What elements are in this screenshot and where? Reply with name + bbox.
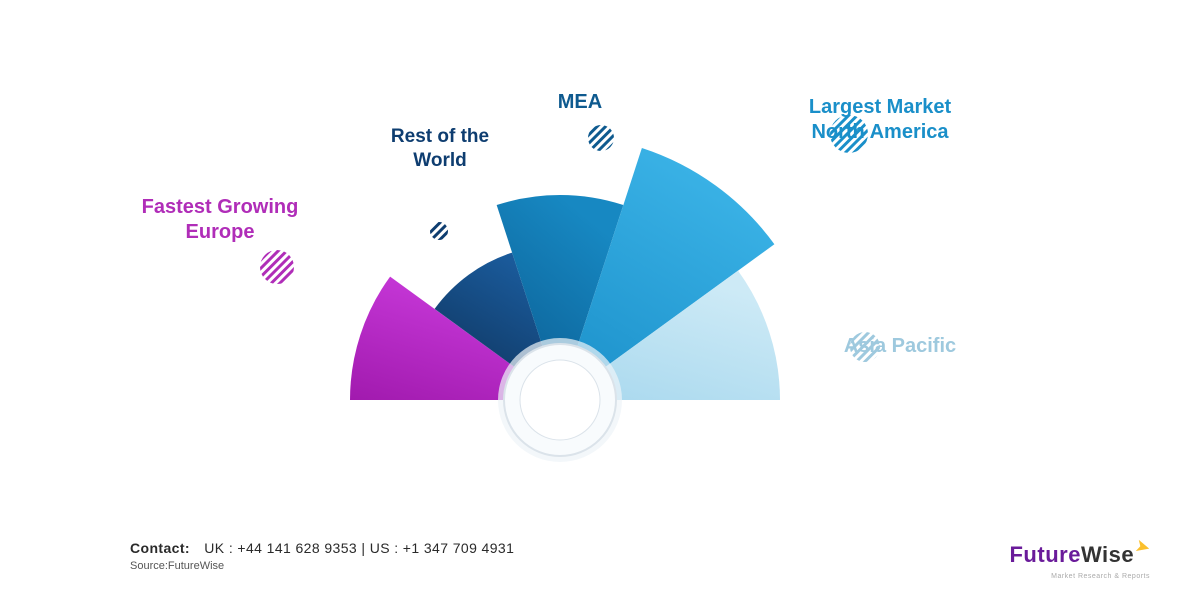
wedge-label-mea: MEA xyxy=(558,90,602,115)
radial-fan-chart: Fastest Growing Europe Rest of the World M… xyxy=(0,0,1200,520)
fan-svg xyxy=(0,0,1200,520)
wedge-label-row: Rest of the World xyxy=(391,125,489,173)
contact-text: UK : +44 141 628 9353 | US : +1 347 709 … xyxy=(204,540,514,556)
wedge-label-ap: Asia Pacific xyxy=(844,334,956,359)
legend-dot-row xyxy=(430,222,448,240)
brand-part2: Wise xyxy=(1081,542,1134,567)
legend-dot-europe xyxy=(260,250,294,284)
legend-dot-mea xyxy=(588,125,614,151)
brand-arrow-icon: ➤ xyxy=(1134,536,1153,559)
wedge-label-europe: Fastest Growing Europe xyxy=(142,195,299,245)
contact-line: Contact: UK : +44 141 628 9353 | US : +1… xyxy=(130,540,1160,556)
brand-tagline: Market Research & Reports xyxy=(1051,573,1150,580)
brand-part1: Future xyxy=(1009,542,1080,567)
brand-logo: FutureWise➤ xyxy=(1009,542,1150,568)
contact-label: Contact: xyxy=(130,540,190,556)
source-line: Source:FutureWise xyxy=(130,560,1160,572)
center-ring-inner xyxy=(520,360,600,440)
footer: Contact: UK : +44 141 628 9353 | US : +1… xyxy=(0,530,1200,600)
wedge-label-na: Largest Market North America xyxy=(809,95,951,145)
